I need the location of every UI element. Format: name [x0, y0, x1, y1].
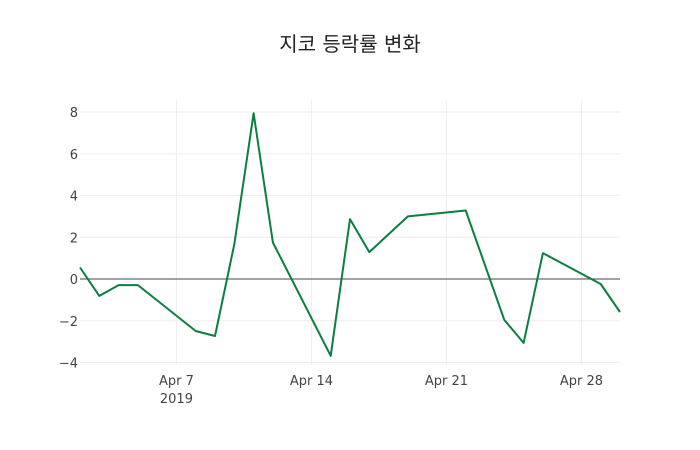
- x-tick-label: Apr 21: [425, 374, 468, 389]
- x-axis-ticks: Apr 7 2019 Apr 14 Apr 21 Apr 28: [159, 374, 603, 407]
- y-tick-label: 6: [70, 148, 78, 163]
- y-axis-ticks: 8 6 4 2 0 −2 −4: [59, 106, 78, 372]
- x-tick-year-label: 2019: [160, 392, 193, 407]
- y-tick-label: 8: [70, 106, 78, 121]
- y-tick-label: −2: [59, 315, 78, 330]
- y-tick-label: −4: [59, 357, 78, 372]
- chart-title: 지코 등락률 변화: [279, 32, 421, 56]
- x-tick-label: Apr 14: [290, 374, 333, 389]
- y-tick-label: 2: [70, 231, 78, 246]
- x-tick-label: Apr 28: [560, 374, 603, 389]
- y-tick-label: 0: [70, 273, 78, 288]
- gridlines: [80, 100, 620, 365]
- series-line: [79, 112, 621, 357]
- x-tick-label: Apr 7: [159, 374, 194, 389]
- y-tick-label: 4: [70, 190, 78, 205]
